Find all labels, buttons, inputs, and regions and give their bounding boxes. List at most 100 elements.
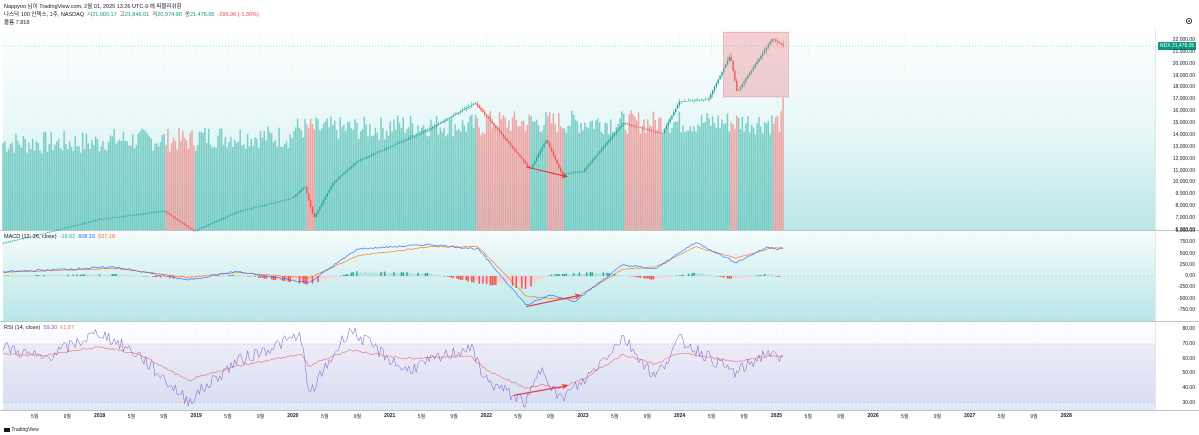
candle [445,117,447,123]
macd-hist-bar [669,276,671,277]
volume-bar [276,146,278,230]
volume-bar [606,123,608,230]
macd-hist-bar [111,273,114,276]
macd-hist-bar [736,276,738,279]
candle [743,80,745,88]
candle [228,214,230,217]
macd-hist-bar [354,273,356,276]
rsi-title: RSI (14, close) [4,325,41,331]
volume-bar [296,118,299,230]
candle [537,151,540,159]
candle [285,199,288,201]
candle [478,103,480,109]
candle [263,204,266,207]
candle [83,222,86,224]
candle [611,135,614,140]
price-y-tick: 15,000.00 [1172,120,1195,127]
macd-hist-bar [406,272,408,276]
volume-bar [758,116,760,230]
macd-hist-bar [72,274,75,276]
symbol-title[interactable]: 나스닥 100 인덱스, 1주, NASDAQ [4,12,85,18]
rsi-legend[interactable]: RSI (14, close) 59.30 61.87 [4,325,74,331]
macd-hist-bar [426,272,429,276]
volume-bar [543,125,545,230]
x-tick-label: 5월 [611,414,619,420]
volume-bar [320,128,323,230]
volume-bar [383,139,386,230]
volume-bar [137,133,140,230]
volume-bar [52,150,54,230]
macd-hist-bar [37,274,39,276]
macd-hist-bar [587,273,590,276]
macd-hist-bar [554,274,556,276]
x-tick-label: 5월 [707,414,716,420]
volume-bar [295,127,297,230]
volume-legend[interactable]: 볼륨 7.818 [4,20,30,26]
candle [702,99,705,102]
macd-hist-bar [480,276,482,282]
volume-bar [311,124,314,230]
candle [7,240,10,243]
macd-hist-bar [661,276,664,279]
candle [222,217,225,220]
candle [521,156,523,160]
macd-divergence-arrow [526,293,582,308]
x-tick-label: 2023 [577,413,589,419]
candle [270,202,273,204]
price-y-tick: 16,000.00 [1172,108,1195,115]
macd-signal-line [2,245,784,300]
volume-bar [306,124,308,230]
x-tick-label: 9월 [1030,414,1038,420]
volume-bar [265,140,267,230]
candle [324,195,327,201]
macd-hist-bar [350,272,353,276]
last-price-tag: NDX 21,478.05 [1158,42,1197,51]
volume-bar [737,117,740,230]
macd-hist-bar [157,276,160,278]
x-tick-label: 9월 [353,414,362,420]
macd-hist-bar [295,276,297,281]
macd-hist-bar [265,276,267,279]
candle [348,167,351,170]
macd-signal-value: 627.18 [98,234,116,240]
macd-hist-bar [187,276,190,278]
macd-hist-bar [411,273,414,276]
macd-hist-bar [737,276,740,278]
volume-bar [256,138,258,230]
candle [289,198,291,200]
volume-bar [133,148,136,230]
macd-hist-bar [130,275,132,276]
macd-hist-bar [647,276,649,279]
volume-bar [254,137,256,230]
volume-bar [622,113,625,230]
volume-bar [421,127,423,230]
macd-hist-bar [645,276,647,279]
volume-bar [632,114,634,230]
macd-hist-bar [508,276,510,283]
candle [450,116,453,118]
macd-hist-bar [176,276,178,278]
x-tick-label: 9월 [933,414,942,420]
volume-bar [747,116,749,230]
macd-hist-bar [387,273,390,276]
macd-hist-bar [458,276,460,280]
candle [454,111,456,116]
candle [506,137,508,142]
watermark-text: TradingView [11,427,39,433]
volume-bar [180,140,182,230]
macd-hist-bar [91,274,93,276]
candle [370,152,373,158]
candle [685,100,688,102]
candle [539,149,542,156]
volume-bar [628,114,631,230]
candle [658,130,660,134]
volume-bar [706,113,708,230]
candle [689,99,692,102]
macd-legend[interactable]: MACD (12, 26, close) -19.02 608.16 627.1… [4,234,115,240]
macd-hist-bar [558,274,560,276]
volume-bar [430,119,432,230]
volume-bar [120,141,123,230]
rsi-ma-value: 61.87 [60,325,75,331]
settings-icon[interactable] [1185,12,1193,24]
